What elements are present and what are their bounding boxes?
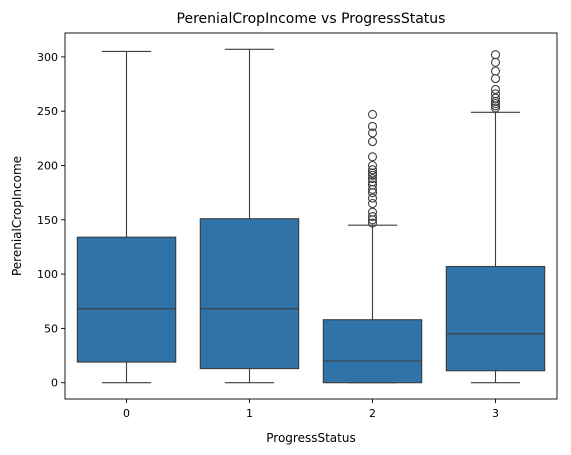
x-tick-label: 1 [246, 407, 253, 420]
outlier-point [367, 180, 378, 190]
outlier-point [490, 103, 501, 113]
iqr-box [445, 265, 546, 372]
plot-frame [64, 32, 558, 400]
outlier-point [490, 93, 501, 103]
outlier-point [490, 50, 501, 60]
outlier-point [490, 84, 501, 95]
y-tick-label: 0 [51, 377, 58, 390]
box-3 [445, 50, 546, 384]
outlier-point [367, 211, 378, 222]
outlier-point [367, 207, 378, 217]
outlier-point [367, 177, 378, 187]
x-tick-label: 2 [369, 407, 376, 420]
iqr-box [199, 218, 300, 370]
outlier-point [367, 165, 378, 175]
outlier-point [490, 66, 501, 76]
y-tick-label: 100 [37, 268, 58, 281]
outlier-point [367, 121, 378, 131]
outlier-point [490, 57, 501, 67]
y-tick-label: 250 [37, 105, 58, 118]
outlier-point [367, 137, 378, 147]
x-axis-label: ProgressStatus [266, 431, 355, 445]
iqr-box [76, 236, 177, 363]
outlier-point [367, 198, 378, 209]
outlier-point [367, 152, 378, 162]
outlier-point [367, 170, 378, 180]
y-tick-label: 50 [44, 322, 58, 335]
outlier-point [367, 160, 378, 171]
iqr-box [322, 319, 423, 384]
outlier-point [367, 173, 378, 184]
chart-title: PerenialCropIncome vs ProgressStatus [177, 11, 446, 27]
outlier-point [490, 99, 501, 109]
x-tick-label: 3 [492, 407, 499, 420]
outlier-point [367, 193, 378, 203]
y-axis-label: PerenialCropIncome [10, 156, 24, 276]
y-tick-label: 200 [37, 159, 58, 172]
box-2 [322, 109, 423, 384]
y-tick-label: 150 [37, 214, 58, 227]
outlier-point [367, 218, 378, 228]
outlier-point [490, 89, 501, 99]
x-tick-label: 0 [123, 407, 130, 420]
box-1 [199, 48, 300, 384]
y-tick-label: 300 [37, 51, 58, 64]
box-0 [76, 50, 177, 384]
outlier-point [367, 128, 378, 138]
y-axis: 0 50 100 150 200 250 300 [37, 51, 65, 390]
plot-area [64, 32, 558, 400]
x-axis: 0 1 2 3 [123, 399, 499, 420]
outlier-point [367, 109, 378, 120]
box-group [76, 48, 546, 384]
outlier-point [490, 74, 501, 84]
